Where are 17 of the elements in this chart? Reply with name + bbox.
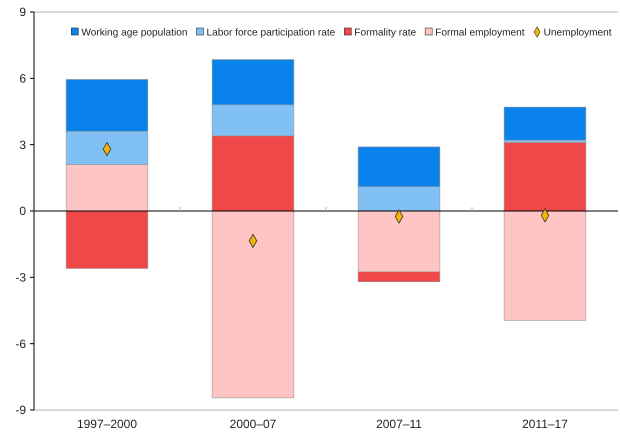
- legend-label: Unemployment: [544, 28, 612, 38]
- bar: [504, 106, 586, 141]
- legend-label: Labor force participation rate: [206, 28, 336, 38]
- y-tick-label: 0: [19, 204, 26, 218]
- x-tick-label: 2011–17: [522, 417, 568, 431]
- y-tick-label: 3: [19, 138, 26, 152]
- y-tick-label: -6: [15, 336, 26, 351]
- x-tick-label: 2000–07: [230, 417, 277, 431]
- x-tick-label: 2007–11: [376, 417, 422, 431]
- y-tick-label: 6: [19, 72, 26, 86]
- y-tick-label: -3: [15, 270, 26, 285]
- legend-label: Working age population: [81, 28, 188, 38]
- x-tick-label: 1997–2000: [76, 417, 138, 431]
- legend-label: Formal employment: [435, 28, 525, 38]
- y-tick-label: 9: [19, 5, 26, 20]
- y-tick-label: -9: [15, 403, 26, 418]
- legend-label: Formality rate: [354, 28, 417, 38]
